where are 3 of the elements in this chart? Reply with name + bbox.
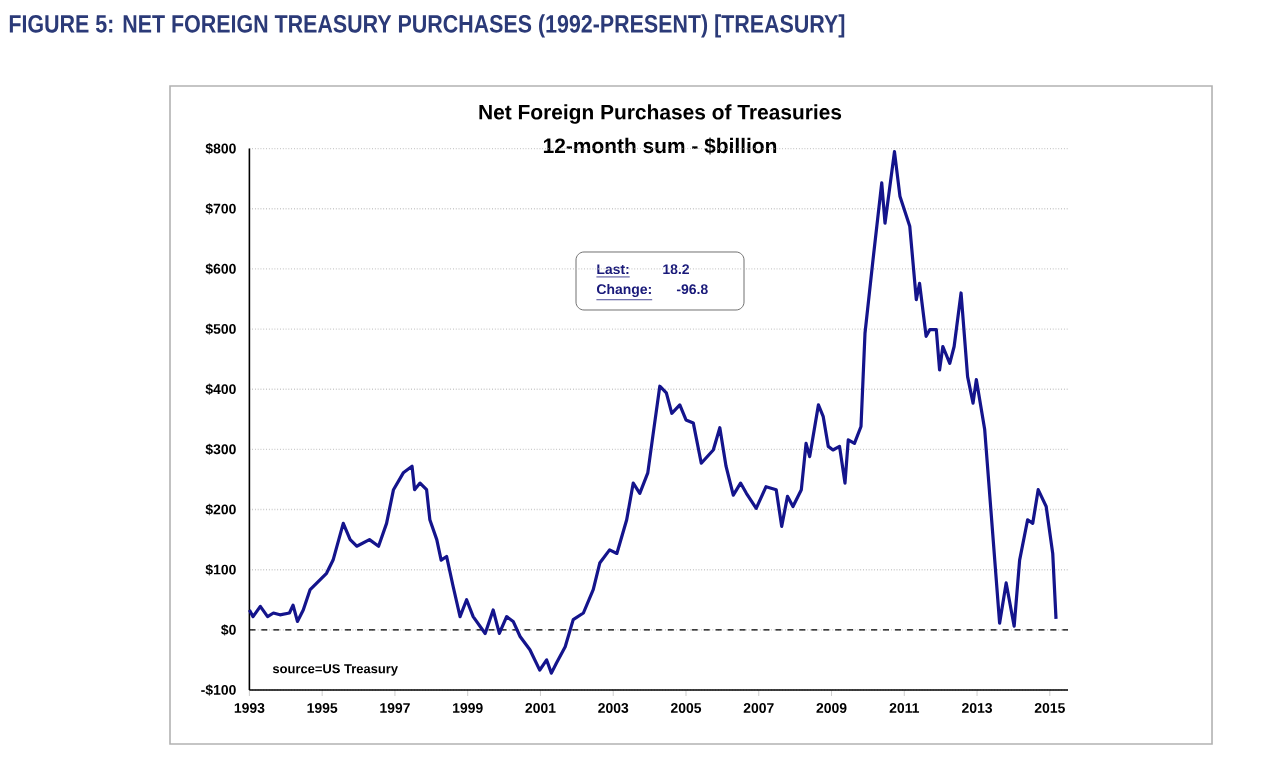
chart-subtitle: 12-month sum - $billion: [543, 137, 777, 155]
chart-title: Net Foreign Purchases of Treasuries: [479, 104, 842, 124]
caption: FIGURE 5: NET FOREIGN TREASURY PURCHASES (1992-PRESENT) [TREASURY]: [9, 14, 845, 38]
